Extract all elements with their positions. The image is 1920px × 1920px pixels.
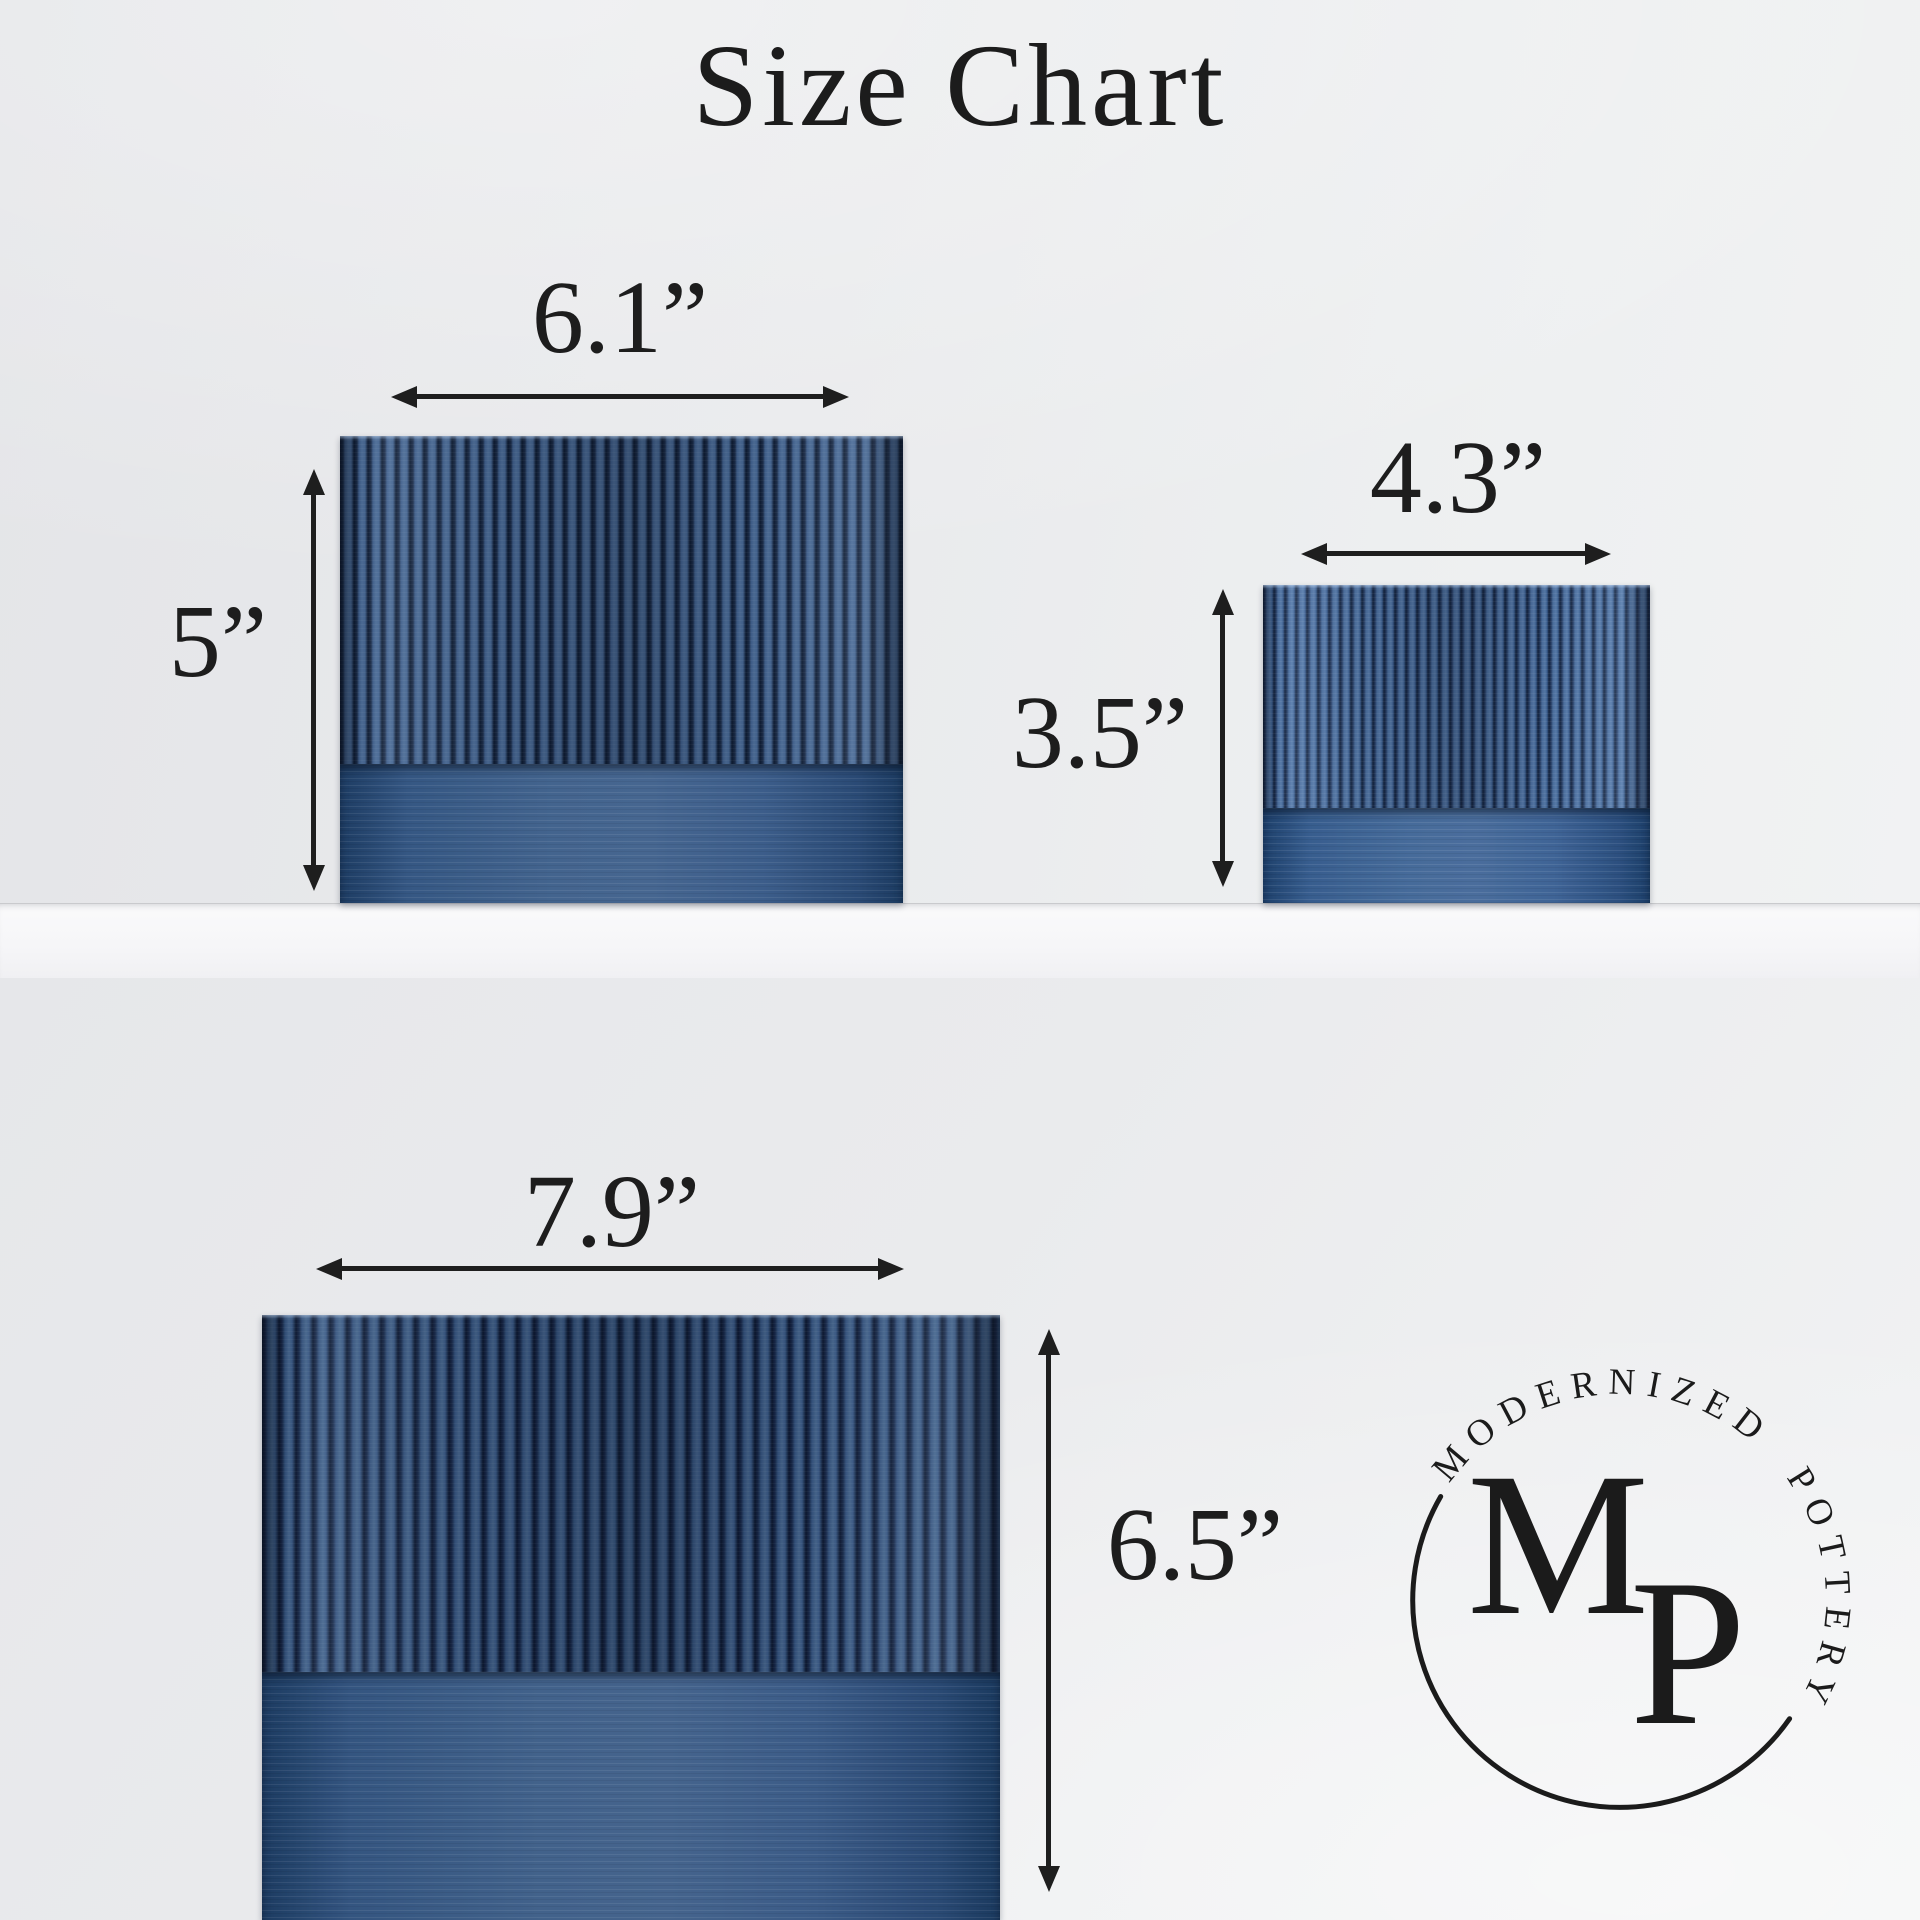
brand-logo: MODERNIZED POTTERY M P bbox=[1410, 1361, 1848, 1810]
shelf-edge bbox=[0, 903, 1920, 979]
planter-small-height-label: 3.5” bbox=[1011, 675, 1189, 790]
page-title: Size Chart bbox=[692, 20, 1228, 151]
planter-small-base-band bbox=[1263, 808, 1650, 903]
planter-small-width-label: 4.3” bbox=[1369, 420, 1547, 535]
planter-large-ribbed-section bbox=[262, 1315, 1000, 1672]
planter-small bbox=[1263, 585, 1650, 903]
planter-medium bbox=[340, 436, 903, 903]
planter-large-height-arrow bbox=[1046, 1354, 1051, 1867]
planter-medium-height-arrow bbox=[311, 494, 316, 866]
planter-medium-base-band bbox=[340, 764, 903, 903]
planter-small-ribbed-section bbox=[1263, 585, 1650, 808]
planter-large-width-arrow bbox=[341, 1266, 879, 1271]
planter-small-width-arrow bbox=[1326, 551, 1586, 556]
planter-medium-width-label: 6.1” bbox=[531, 260, 709, 375]
planter-medium-height-label: 5” bbox=[168, 584, 268, 699]
planter-large bbox=[262, 1315, 1000, 1920]
planter-medium-ribbed-section bbox=[340, 436, 903, 764]
logo-monogram-m: M bbox=[1467, 1431, 1649, 1658]
planter-large-base-band bbox=[262, 1672, 1000, 1920]
logo-circle-arc bbox=[1410, 1494, 1793, 1810]
planter-small-height-arrow bbox=[1220, 614, 1225, 862]
planter-large-height-label: 6.5” bbox=[1106, 1487, 1284, 1602]
planter-medium-width-arrow bbox=[416, 394, 824, 399]
logo-monogram-p: P bbox=[1630, 1537, 1747, 1769]
planter-large-width-label: 7.9” bbox=[523, 1154, 701, 1269]
